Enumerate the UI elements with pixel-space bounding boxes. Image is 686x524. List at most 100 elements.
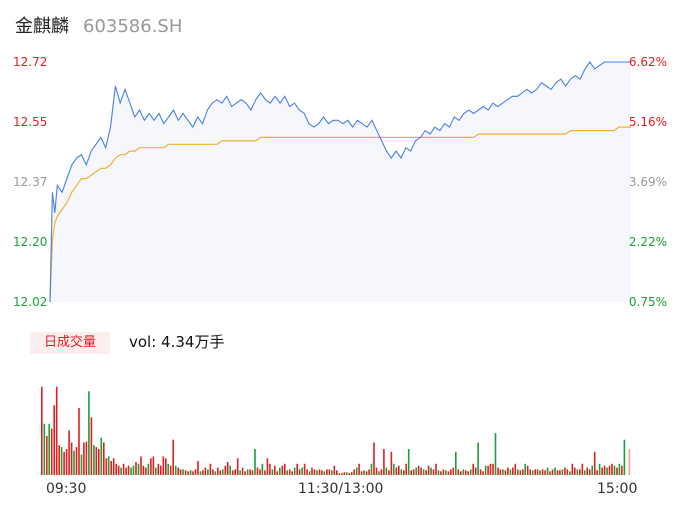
volume-bar [177, 467, 179, 475]
volume-bar [462, 469, 465, 475]
volume-bar [415, 467, 417, 475]
volume-bar [395, 467, 398, 475]
volume-bar [427, 465, 430, 475]
volume-bar [608, 465, 611, 475]
volume-bar [494, 433, 497, 475]
volume-bar [41, 386, 43, 475]
volume-bar [55, 386, 58, 475]
volume-bar [202, 470, 204, 475]
volume-bar [179, 469, 182, 475]
volume-bar [430, 467, 432, 475]
volume-bar [224, 465, 227, 475]
volume-bar [271, 469, 274, 475]
volume-bar [130, 467, 132, 475]
volume-bar [559, 470, 561, 475]
volume-bar [259, 469, 261, 475]
volume-bar [187, 471, 189, 475]
volume-bar [226, 462, 229, 475]
volume-bar [338, 473, 341, 475]
volume-bar [219, 470, 222, 475]
volume-bar [509, 469, 512, 475]
volume-bar [46, 435, 48, 475]
volume-bar [229, 465, 231, 475]
volume-bar [80, 454, 83, 475]
volume-bar [437, 470, 440, 475]
volume-bar [363, 470, 365, 475]
volume-bar [576, 469, 579, 475]
volume-bar [472, 463, 474, 475]
volume-bar [174, 465, 177, 475]
volume-bar [343, 472, 346, 475]
volume-bar [375, 467, 378, 475]
volume-bar [281, 465, 284, 475]
volume-bar [477, 442, 479, 475]
volume-bar [184, 470, 187, 475]
volume-bar [266, 458, 269, 475]
price-chart: 12.72 6.62% 12.55 5.16% 12.37 3.69% 12.20 2.22%… [13, 55, 667, 309]
volume-bar [293, 467, 296, 475]
time-label-close: 15:00 [597, 481, 638, 497]
volume-bar [482, 471, 484, 475]
volume-bar [100, 437, 103, 475]
volume-bar [321, 470, 323, 475]
volume-tab[interactable]: 日成交量 [30, 332, 110, 354]
volume-bar [58, 445, 60, 475]
volume-bar [110, 461, 112, 475]
volume-bar [182, 469, 184, 475]
volume-bar [407, 449, 410, 475]
volume-bar [246, 469, 249, 475]
y-tick-left-0: 12.72 [13, 55, 47, 69]
volume-bar [531, 470, 534, 475]
volume-bar [564, 467, 566, 475]
volume-bar [90, 417, 93, 475]
y-tick-left-1: 12.55 [13, 115, 47, 129]
volume-bar [524, 463, 526, 475]
volume-bar [199, 471, 202, 475]
volume-bar [611, 463, 613, 475]
volume-bar [122, 463, 125, 475]
volume-bar [241, 467, 244, 475]
volume-bar [303, 463, 306, 475]
volume-bar [355, 467, 358, 475]
volume-bar [63, 451, 65, 476]
volume-bar [328, 469, 331, 475]
volume-bar [544, 470, 546, 475]
volume-bar [628, 449, 631, 475]
volume-bar [445, 470, 447, 475]
volume-bar [155, 467, 157, 475]
price-area [50, 62, 631, 302]
volume-bar [571, 463, 574, 475]
volume-bar [160, 465, 162, 475]
volume-bar [236, 458, 239, 475]
volume-bar [239, 470, 241, 475]
volume-bar [145, 467, 147, 475]
volume-bar [504, 470, 507, 475]
volume-bar [380, 469, 383, 475]
volume-bar [551, 469, 554, 475]
volume-bar [497, 467, 499, 475]
volume-bar [60, 447, 63, 475]
volume-bar [50, 428, 53, 475]
y-tick-right-3: 2.22% [629, 235, 667, 249]
volume-bar [135, 462, 137, 475]
volume-bar [301, 467, 303, 475]
volume-bar [502, 469, 504, 475]
volume-bar [492, 463, 494, 475]
volume-bar [457, 469, 460, 475]
volume-bar [83, 442, 85, 475]
volume-bar [172, 439, 174, 475]
volume-bar [412, 469, 415, 475]
volume-bar [378, 471, 380, 475]
volume-bar [157, 463, 160, 475]
volume-bar [311, 467, 313, 475]
volume-bar [231, 470, 234, 475]
volume-bar [499, 469, 502, 475]
volume-bar [569, 471, 571, 475]
volume-bar [603, 465, 606, 475]
volume-bar [514, 463, 517, 475]
volume-bar [127, 465, 130, 475]
time-label-open: 09:30 [46, 481, 87, 497]
volume-bar [529, 469, 531, 475]
volume-bar [336, 470, 338, 475]
volume-bar [621, 465, 623, 475]
